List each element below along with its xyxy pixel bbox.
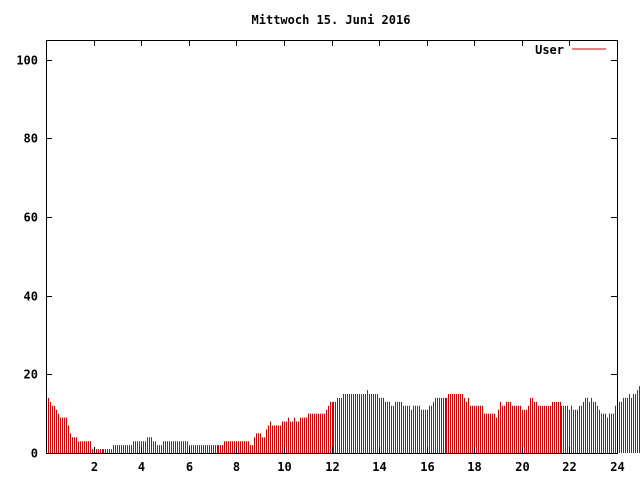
y-tick-label: 20 [24, 368, 38, 382]
y-tick-label: 80 [24, 132, 38, 146]
y-tick-label: 100 [16, 54, 38, 68]
x-tick-label: 12 [325, 460, 339, 474]
y-tick-label: 0 [31, 447, 38, 461]
x-tick-label: 20 [515, 460, 529, 474]
y-tick-label: 40 [24, 290, 38, 304]
x-tick-label: 4 [138, 460, 145, 474]
x-tick-label: 22 [562, 460, 576, 474]
legend-label: User [535, 43, 564, 57]
x-tick-label: 24 [610, 460, 624, 474]
x-tick-label: 14 [372, 460, 386, 474]
legend: User [535, 43, 606, 57]
x-tick-label: 8 [233, 460, 240, 474]
x-tick-label: 16 [420, 460, 434, 474]
y-tick-label: 60 [24, 211, 38, 225]
chart-title: Mittwoch 15. Juni 2016 [252, 13, 411, 27]
x-tick-label: 10 [277, 460, 291, 474]
x-tick-label: 2 [91, 460, 98, 474]
bar-series [46, 386, 640, 453]
x-tick-label: 18 [467, 460, 481, 474]
x-tick-label: 6 [186, 460, 193, 474]
plot-frame [46, 40, 618, 454]
